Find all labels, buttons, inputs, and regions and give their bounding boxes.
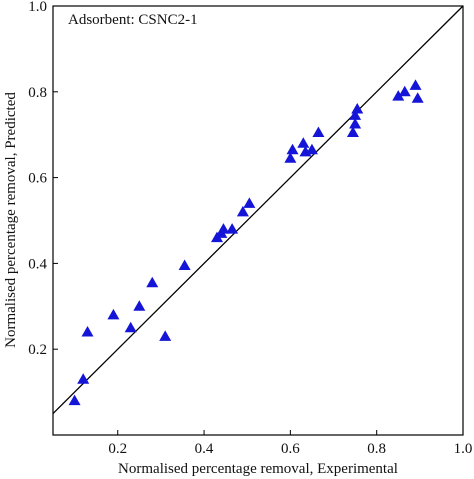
data-point [392, 90, 405, 101]
data-point [217, 223, 230, 234]
data-point [409, 79, 422, 90]
data-point [236, 205, 249, 217]
data-point [159, 330, 172, 341]
y-tick-label: 0.4 [28, 256, 47, 272]
y-tick-label: 1.0 [28, 0, 47, 15]
data-point [146, 276, 159, 288]
data-point [346, 126, 359, 138]
y-tick-label: 0.6 [28, 171, 47, 187]
data-point [124, 321, 137, 333]
y-tick-label: 0.8 [28, 85, 47, 101]
data-point [286, 143, 299, 155]
data-point [284, 152, 297, 163]
x-axis-title: Normalised percentage removal, Experimen… [118, 461, 398, 477]
x-tick-label: 1.0 [454, 441, 473, 457]
x-tick-label: 0.6 [281, 441, 300, 457]
data-point [243, 197, 256, 208]
data-points [68, 79, 424, 406]
x-tick-label: 0.8 [367, 441, 386, 457]
data-point [226, 223, 239, 234]
data-point [349, 117, 362, 129]
y-tick-label: 0.2 [28, 342, 47, 358]
reference-line-y-equals-x [52, 5, 464, 415]
data-point [305, 143, 318, 155]
data-point [351, 102, 364, 114]
data-point [107, 308, 120, 320]
data-point [133, 300, 146, 311]
y-axis-ticks: 0.2 0.4 0.6 0.8 1.0 [28, 0, 58, 358]
data-point [81, 326, 94, 337]
data-point [77, 373, 90, 384]
data-point [297, 137, 310, 148]
data-point [68, 394, 81, 406]
data-point [411, 92, 424, 103]
data-point [312, 126, 325, 138]
plot-frame [52, 5, 464, 436]
x-axis-ticks: 0.2 0.4 0.6 0.8 1.0 [108, 430, 472, 457]
data-point [398, 85, 411, 97]
x-tick-label: 0.4 [195, 441, 214, 457]
y-axis-title: Normalised percentage removal, Predicted [3, 92, 19, 348]
data-point [178, 259, 191, 271]
annotation-label: Adsorbent: CSNC2-1 [68, 12, 198, 28]
x-tick-label: 0.2 [108, 441, 127, 457]
data-point [349, 109, 362, 120]
